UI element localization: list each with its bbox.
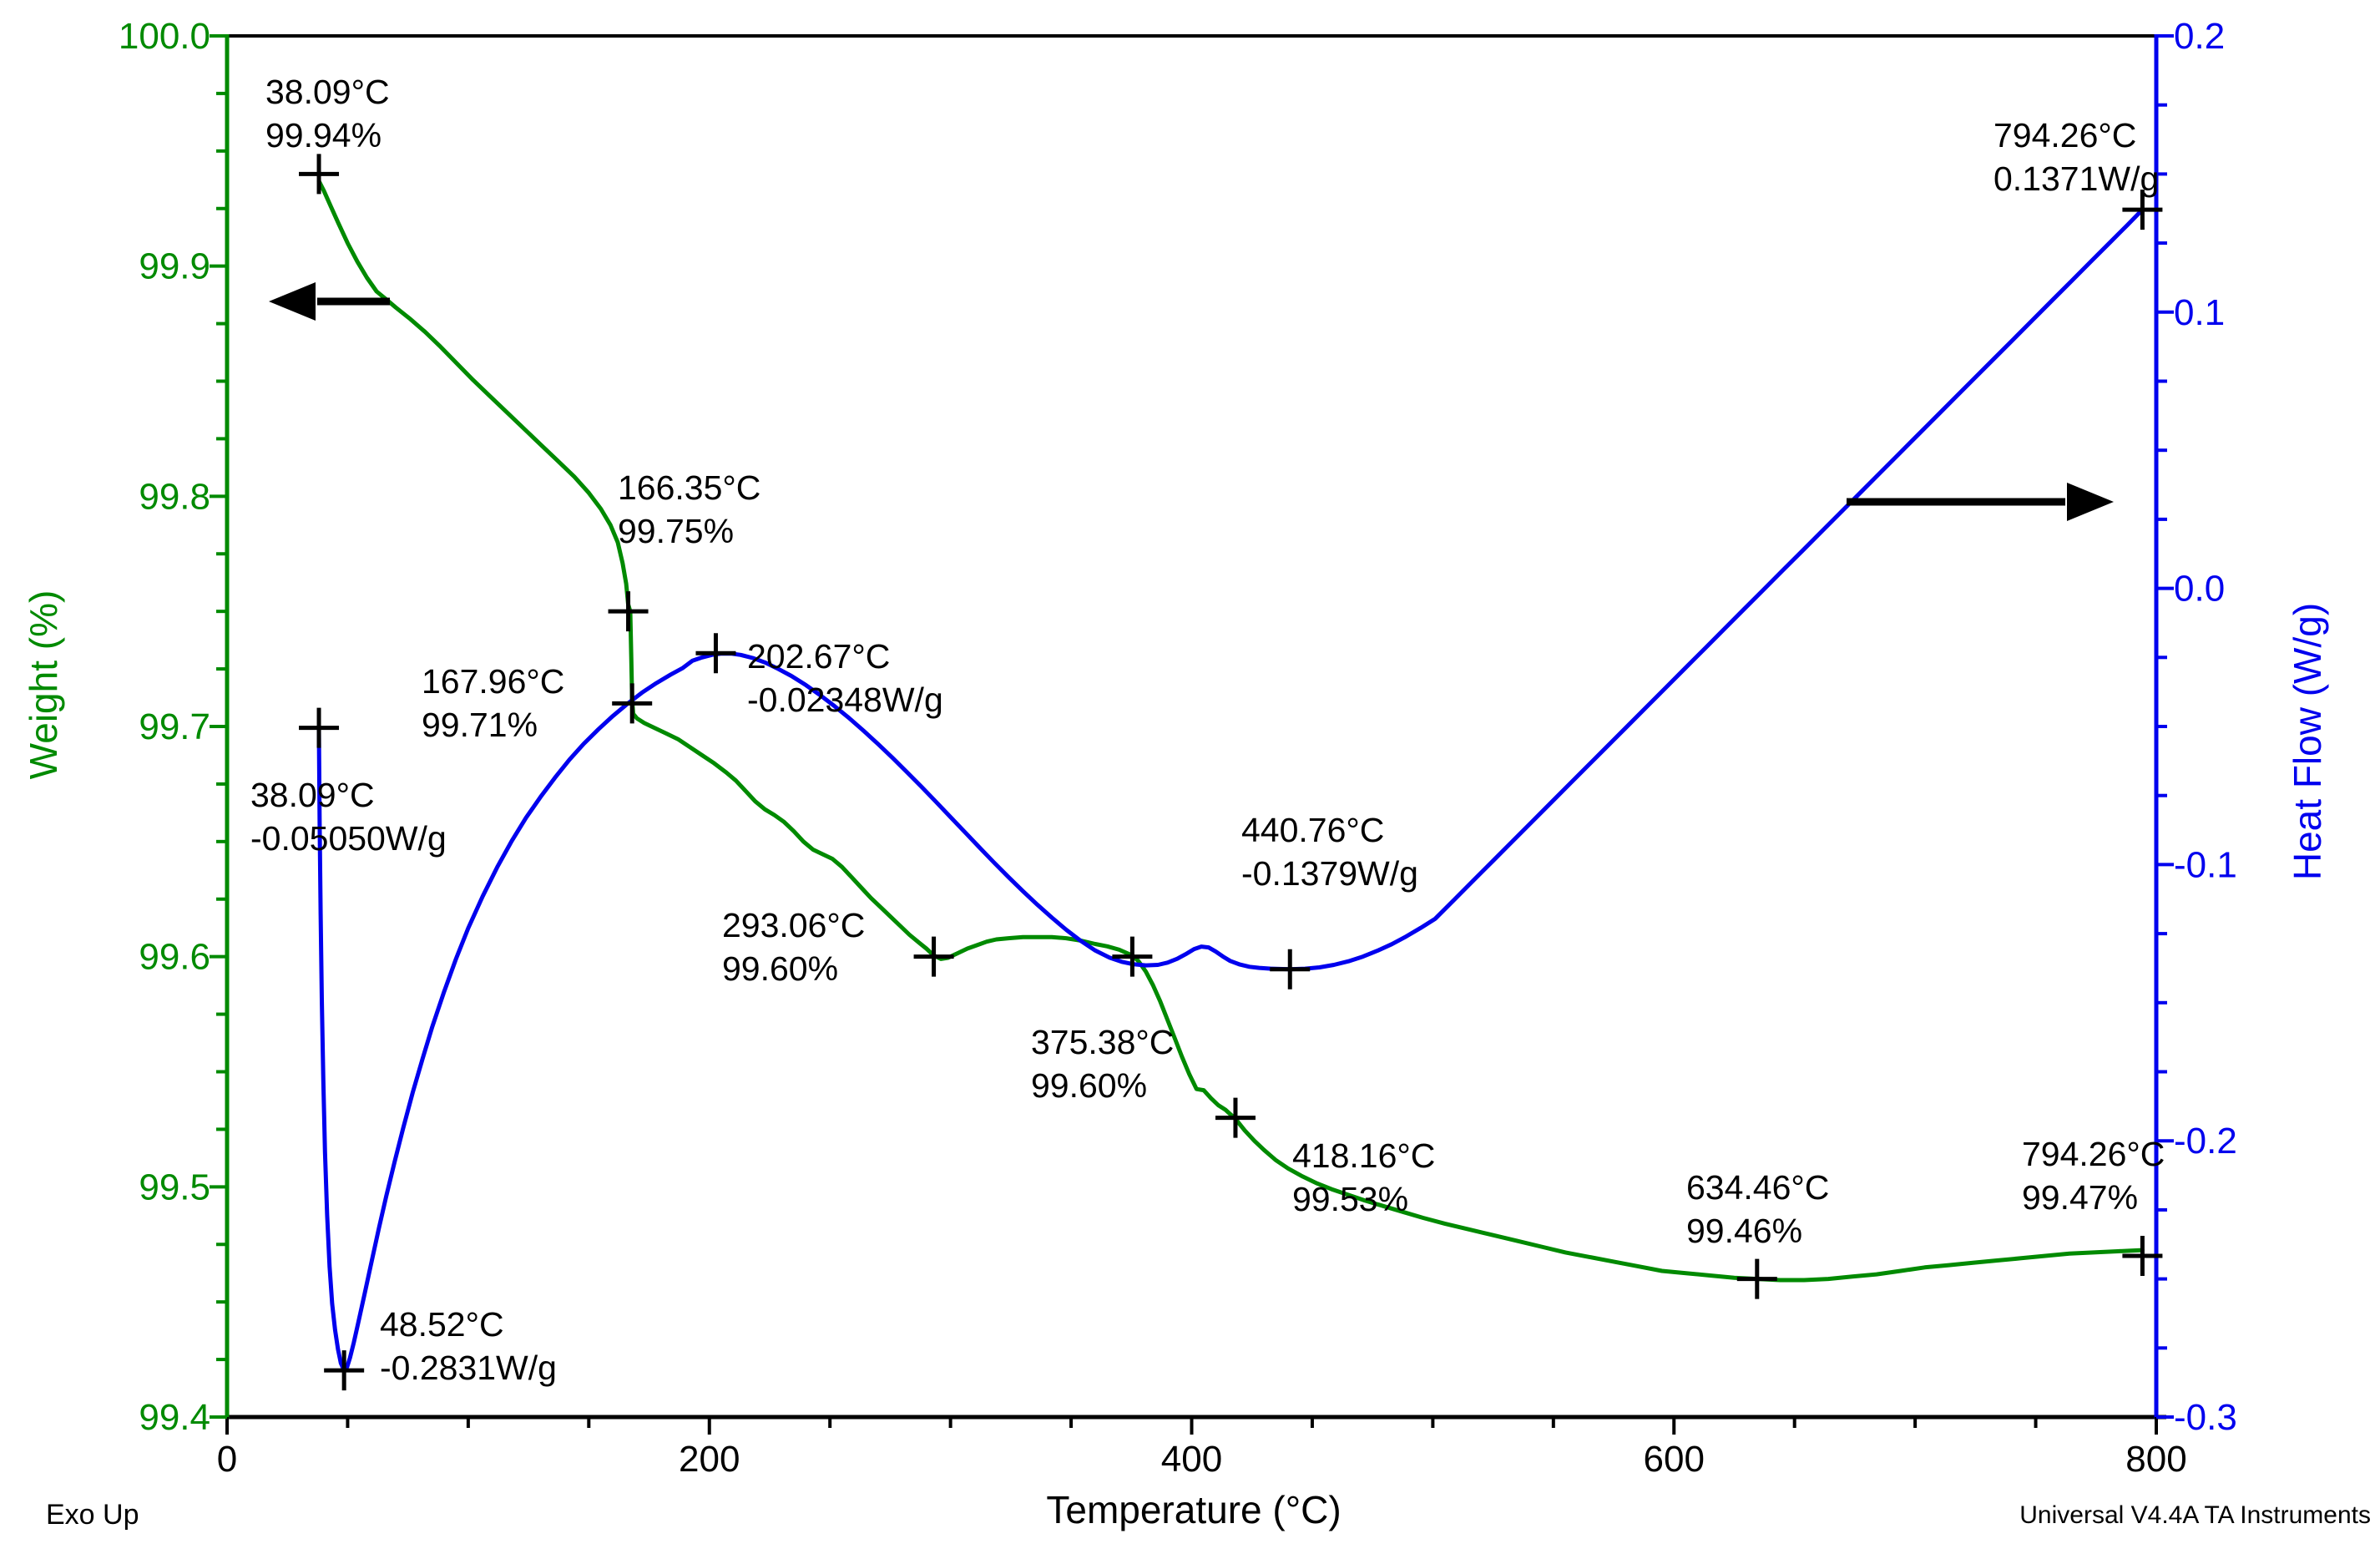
annotation-label: 794.26°C — [1993, 116, 2136, 154]
x-tick-label: 0 — [217, 1439, 237, 1480]
annotation-marker — [1112, 936, 1153, 977]
weight-curve — [316, 179, 2145, 1283]
annotation-marker — [324, 1350, 365, 1391]
heatflow-axis-arrow-head — [2067, 483, 2114, 521]
annotation-label: 440.76°C — [1241, 811, 1384, 849]
annotation-label: 99.75% — [618, 512, 734, 550]
left-tick-label: 100.0 — [119, 16, 210, 57]
heat-flow-curve — [316, 207, 2145, 1373]
annotation-label: 202.67°C — [747, 637, 890, 676]
right-axis-title: Heat Flow (W/g) — [2286, 602, 2329, 881]
annotation-label: 794.26°C — [2022, 1135, 2165, 1173]
annotation-marker — [299, 154, 340, 195]
right-tick-label: -0.1 — [2174, 844, 2237, 885]
annotation-label: 38.09°C — [250, 776, 375, 814]
annotation-marker — [1736, 1258, 1777, 1299]
annotation-marker — [299, 707, 340, 748]
right-tick-label: -0.2 — [2174, 1121, 2237, 1162]
annotation-marker — [695, 633, 736, 674]
x-axis-title: Temperature (°C) — [1046, 1488, 1342, 1531]
x-tick-label: 200 — [679, 1439, 740, 1480]
weight-axis-arrow-head — [269, 282, 316, 321]
annotation-label: -0.02348W/g — [747, 681, 943, 719]
annotation-label: 99.60% — [1031, 1066, 1147, 1105]
annotation-label: 38.09°C — [265, 73, 390, 111]
annotation-label: -0.2831W/g — [380, 1349, 557, 1387]
left-tick-label: 99.4 — [139, 1397, 210, 1438]
x-tick-label: 800 — [2125, 1439, 2186, 1480]
left-tick-label: 99.5 — [139, 1167, 210, 1207]
exo-up-note: Exo Up — [46, 1499, 139, 1531]
annotation-label: 418.16°C — [1292, 1136, 1435, 1175]
left-tick-label: 99.7 — [139, 706, 210, 747]
annotation-label: 99.60% — [722, 949, 838, 988]
annotation-label: 99.53% — [1292, 1180, 1408, 1218]
x-tick-label: 400 — [1161, 1439, 1222, 1480]
annotation-label: 375.38°C — [1031, 1023, 1174, 1061]
left-tick-label: 99.6 — [139, 937, 210, 978]
annotation-label: 99.94% — [265, 116, 382, 154]
annotation-label: 0.1371W/g — [1993, 159, 2159, 198]
annotation-label: 99.46% — [1686, 1212, 1802, 1250]
annotation-label: 99.47% — [2022, 1178, 2138, 1217]
right-tick-label: 0.2 — [2174, 16, 2225, 57]
annotation-label: -0.05050W/g — [250, 819, 447, 858]
annotation-label: -0.1379W/g — [1241, 854, 1418, 893]
annotation-marker — [1270, 949, 1311, 990]
annotation-label: 167.96°C — [422, 662, 564, 701]
right-tick-label: 0.0 — [2174, 569, 2225, 610]
annotation-marker — [2122, 190, 2163, 230]
left-tick-label: 99.8 — [139, 476, 210, 517]
annotation-marker — [913, 936, 954, 977]
annotation-label: 99.71% — [422, 706, 538, 744]
annotation-label: 166.35°C — [618, 468, 760, 507]
right-tick-label: 0.1 — [2174, 292, 2225, 333]
x-tick-label: 600 — [1644, 1439, 1705, 1480]
annotation-marker — [612, 683, 653, 724]
left-tick-label: 99.9 — [139, 246, 210, 287]
annotation-marker — [1215, 1097, 1256, 1138]
annotation-marker — [608, 591, 649, 632]
left-axis-title: Weight (%) — [22, 590, 65, 780]
instrument-note: Universal V4.4A TA Instruments — [2019, 1501, 2371, 1529]
annotation-label: 634.46°C — [1686, 1168, 1829, 1207]
annotation-label: 48.52°C — [380, 1305, 504, 1344]
annotation-marker — [2122, 1236, 2163, 1277]
annotation-label: 293.06°C — [722, 906, 865, 944]
right-tick-label: -0.3 — [2174, 1397, 2237, 1438]
